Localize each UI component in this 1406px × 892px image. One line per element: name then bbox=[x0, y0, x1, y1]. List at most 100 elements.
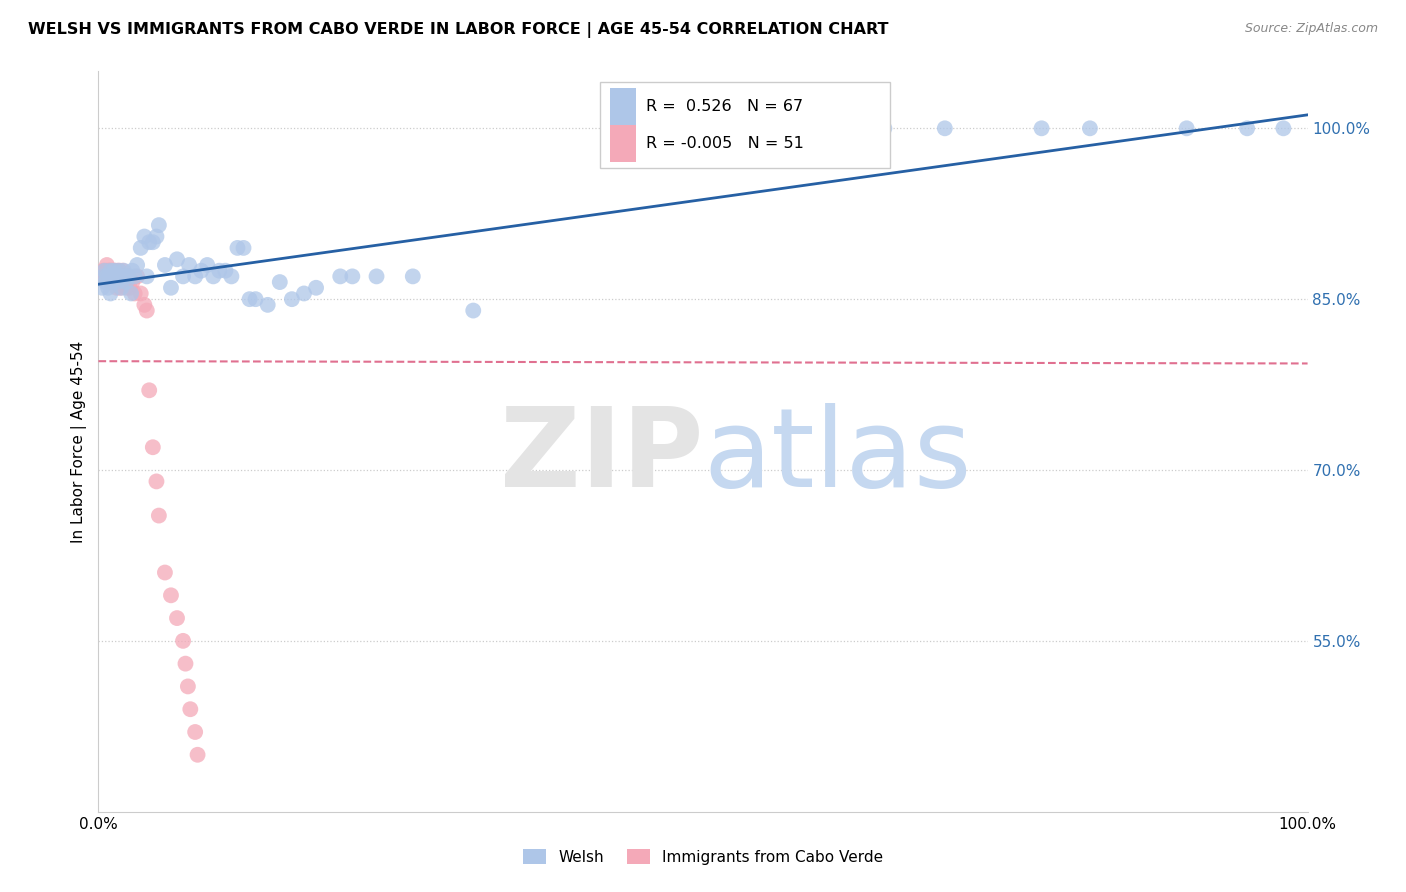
Point bbox=[121, 275, 143, 289]
Point bbox=[100, 275, 122, 289]
Point bbox=[100, 263, 122, 277]
Point bbox=[93, 269, 115, 284]
Point bbox=[208, 263, 231, 277]
Point bbox=[138, 384, 160, 398]
Point bbox=[118, 281, 141, 295]
Point bbox=[114, 269, 136, 284]
Point bbox=[108, 263, 131, 277]
Point bbox=[94, 263, 117, 277]
Point bbox=[179, 702, 201, 716]
Point bbox=[463, 303, 485, 318]
Point bbox=[148, 218, 170, 232]
Point bbox=[112, 269, 135, 284]
Point bbox=[100, 275, 122, 289]
Point bbox=[934, 121, 956, 136]
Text: ZIP: ZIP bbox=[499, 403, 703, 510]
Point bbox=[873, 121, 896, 136]
FancyBboxPatch shape bbox=[600, 82, 890, 168]
Point bbox=[190, 263, 212, 277]
Point bbox=[100, 269, 122, 284]
Point bbox=[177, 680, 200, 694]
Point bbox=[1078, 121, 1101, 136]
Point bbox=[135, 269, 157, 284]
Point bbox=[172, 269, 194, 284]
Point bbox=[108, 263, 131, 277]
Point bbox=[269, 275, 291, 289]
Point bbox=[142, 235, 165, 250]
Point bbox=[221, 269, 243, 284]
Point bbox=[103, 263, 125, 277]
Point bbox=[153, 258, 176, 272]
Point bbox=[148, 508, 170, 523]
Point bbox=[93, 263, 115, 277]
Point bbox=[103, 263, 125, 277]
Point bbox=[101, 269, 124, 284]
Point bbox=[145, 475, 167, 489]
Point bbox=[100, 263, 122, 277]
Point bbox=[114, 269, 136, 284]
Point bbox=[111, 263, 134, 277]
Point bbox=[101, 275, 124, 289]
Point bbox=[142, 440, 165, 454]
Point bbox=[97, 263, 120, 277]
Point bbox=[104, 275, 127, 289]
Text: atlas: atlas bbox=[703, 403, 972, 510]
Point bbox=[329, 269, 352, 284]
Point bbox=[184, 269, 207, 284]
Point bbox=[226, 241, 249, 255]
Point bbox=[97, 281, 120, 295]
Legend: Welsh, Immigrants from Cabo Verde: Welsh, Immigrants from Cabo Verde bbox=[517, 843, 889, 871]
Point bbox=[402, 269, 425, 284]
Point bbox=[96, 258, 118, 272]
Point bbox=[292, 286, 315, 301]
Point bbox=[281, 292, 304, 306]
Point bbox=[120, 286, 142, 301]
Point bbox=[239, 292, 262, 306]
Point bbox=[1272, 121, 1295, 136]
Point bbox=[91, 269, 114, 284]
Point bbox=[118, 269, 141, 284]
Point bbox=[111, 275, 134, 289]
Point bbox=[117, 275, 139, 289]
Point bbox=[98, 263, 121, 277]
Point bbox=[111, 269, 134, 284]
Point bbox=[145, 229, 167, 244]
Point bbox=[91, 269, 114, 284]
Point bbox=[232, 241, 254, 255]
Point bbox=[103, 269, 125, 284]
Point bbox=[107, 269, 129, 284]
Point bbox=[187, 747, 209, 762]
Point bbox=[138, 235, 160, 250]
Point bbox=[96, 269, 118, 284]
Point bbox=[134, 229, 156, 244]
Point bbox=[129, 286, 152, 301]
Point bbox=[98, 269, 121, 284]
Point bbox=[153, 566, 176, 580]
Text: R =  0.526   N = 67: R = 0.526 N = 67 bbox=[647, 99, 803, 113]
Point bbox=[107, 269, 129, 284]
Point bbox=[160, 281, 183, 295]
Point bbox=[112, 263, 135, 277]
Point bbox=[184, 725, 207, 739]
Point bbox=[166, 252, 188, 267]
Point bbox=[1236, 121, 1258, 136]
Point bbox=[101, 269, 124, 284]
Point bbox=[91, 263, 114, 277]
Point bbox=[342, 269, 364, 284]
Point bbox=[166, 611, 188, 625]
Point bbox=[174, 657, 197, 671]
Y-axis label: In Labor Force | Age 45-54: In Labor Force | Age 45-54 bbox=[72, 341, 87, 542]
Point bbox=[129, 241, 152, 255]
Point bbox=[100, 286, 122, 301]
Point bbox=[135, 303, 157, 318]
Point bbox=[97, 269, 120, 284]
Point bbox=[105, 281, 128, 295]
Point bbox=[172, 633, 194, 648]
Point bbox=[91, 281, 114, 295]
Point bbox=[245, 292, 267, 306]
Point bbox=[110, 281, 132, 295]
Point bbox=[118, 269, 141, 284]
Point bbox=[108, 281, 131, 295]
Point bbox=[305, 281, 328, 295]
Point bbox=[121, 263, 143, 277]
